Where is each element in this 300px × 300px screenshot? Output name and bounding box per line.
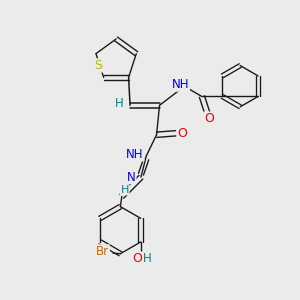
Text: O: O xyxy=(177,127,187,140)
Text: O: O xyxy=(132,252,142,265)
Text: H: H xyxy=(115,97,123,110)
Text: N: N xyxy=(127,171,136,184)
Text: S: S xyxy=(94,59,102,72)
Text: H: H xyxy=(143,252,152,265)
Text: H: H xyxy=(121,185,129,195)
Text: O: O xyxy=(204,112,214,125)
Text: NH: NH xyxy=(172,78,190,91)
Text: Br: Br xyxy=(96,245,109,258)
Text: NH: NH xyxy=(126,148,144,161)
